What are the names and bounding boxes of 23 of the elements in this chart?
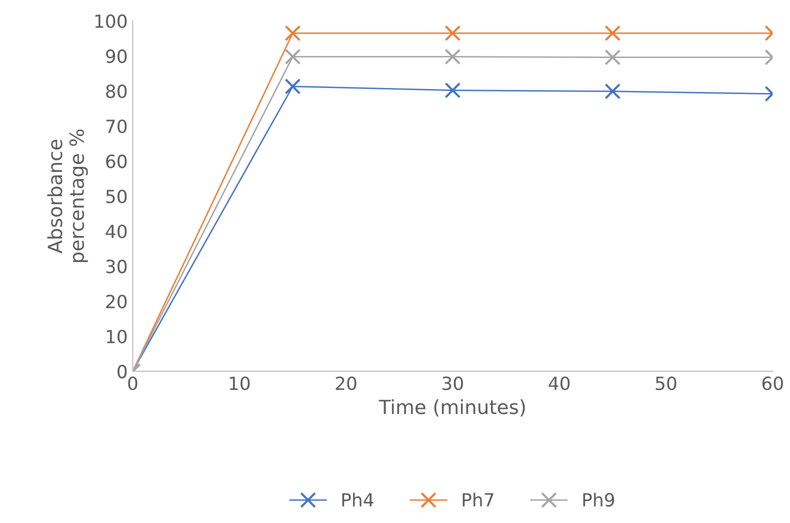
x-tick-label: 0 [128,376,138,390]
y-tick-label: 40 [106,224,127,238]
x-tick-label: 10 [230,376,250,390]
y-tick-label: 60 [106,154,127,168]
x-tick-label: 20 [336,376,356,390]
x-axis-title: Time (minutes) [378,399,525,417]
legend-label: Ph9 [583,492,614,507]
x-tick-label: 40 [548,376,570,390]
y-tick-label: 30 [106,260,127,274]
y-tick-label: 90 [106,49,127,64]
y-tick-label: 80 [106,84,127,98]
x-tick-label: 50 [656,376,676,390]
y-tick-label: 10 [106,330,127,344]
y-tick-label: 100 [95,14,127,28]
y-axis-title: Absorbance percentage % [47,130,88,262]
x-tick-label: 30 [442,376,463,390]
x-tick-label: 60 [762,376,783,390]
y-tick-label: 70 [106,120,127,134]
legend-label: Ph7 [462,492,494,506]
legend-label: Ph4 [342,492,374,506]
y-tick-label: 20 [106,294,127,308]
y-tick-label: 50 [106,190,127,204]
y-tick-label: 0 [118,364,127,378]
